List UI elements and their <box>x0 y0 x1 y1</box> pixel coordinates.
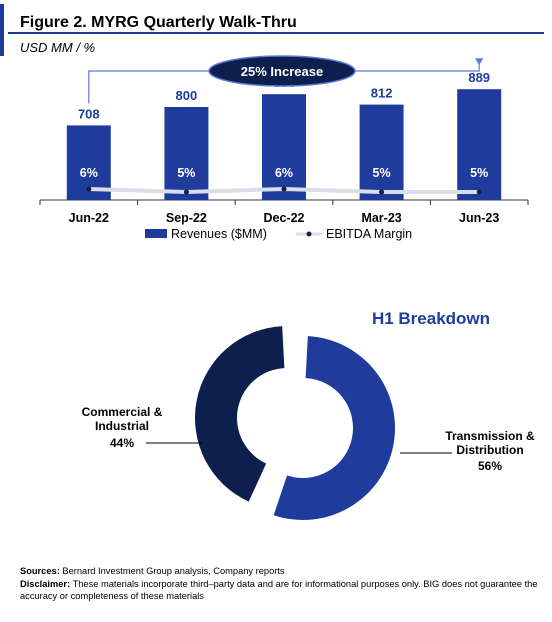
x-tick-label: Jun-23 <box>459 211 499 225</box>
sources-text: Bernard Investment Group analysis, Compa… <box>62 566 285 576</box>
figure-header: Figure 2. MYRG Quarterly Walk-Thru <box>8 8 544 38</box>
ebitda-margin-label: 5% <box>470 166 488 180</box>
increase-badge <box>208 55 356 87</box>
legend-margin-marker <box>306 231 312 237</box>
revenue-bar <box>164 107 209 200</box>
bar-value-label: 800 <box>176 88 198 103</box>
x-tick-label: Sep-22 <box>166 211 207 225</box>
transmission-label: Distribution <box>456 443 523 457</box>
transmission-percent: 56% <box>478 459 502 473</box>
figure-title: Figure 2. MYRG Quarterly Walk-Thru <box>20 14 297 31</box>
legend-margin-label: EBITDA Margin <box>326 227 412 241</box>
revenue-bar <box>359 104 404 200</box>
ebitda-margin-point <box>281 186 287 192</box>
ebitda-margin-point <box>183 189 189 195</box>
title-accent-bar <box>0 4 4 56</box>
sources-note: Sources: Bernard Investment Group analys… <box>20 565 540 577</box>
disclaimer-note: Disclaimer: These materials incorporate … <box>20 578 540 602</box>
transmission-label: Transmission & <box>445 429 535 443</box>
title-divider <box>8 32 544 34</box>
ebitda-margin-point <box>86 186 92 192</box>
x-tick-label: Jun-22 <box>69 211 109 225</box>
commercial-label: Industrial <box>95 419 149 433</box>
bar-value-label: 889 <box>468 70 490 85</box>
ebitda-margin-point <box>476 189 482 195</box>
x-tick-label: Dec-22 <box>264 211 305 225</box>
commercial-percent: 44% <box>110 436 134 450</box>
disclaimer-label: Disclaimer: <box>20 579 71 589</box>
revenue-bar-chart: 708Jun-22800Sep-22864Dec-22812Mar-23889J… <box>39 55 529 241</box>
figure-subtitle: USD MM / % <box>20 40 96 55</box>
increase-annotation: 25% Increase <box>241 64 323 79</box>
increase-arrowhead <box>475 58 484 66</box>
revenue-bar <box>262 94 306 200</box>
ebitda-margin-point <box>379 189 385 195</box>
bar-value-label: 708 <box>78 106 100 121</box>
bar-value-label: 812 <box>371 86 393 101</box>
ebitda-margin-label: 6% <box>275 166 293 180</box>
sources-label: Sources: <box>20 566 60 576</box>
ebitda-margin-label: 5% <box>373 166 391 180</box>
legend-revenue-label: Revenues ($MM) <box>171 227 267 241</box>
legend-revenue-swatch <box>145 229 167 238</box>
disclaimer-text: These materials incorporate third–party … <box>20 579 538 601</box>
ebitda-margin-label: 6% <box>80 166 98 180</box>
x-tick-label: Mar-23 <box>361 211 401 225</box>
revenue-bar <box>457 89 502 200</box>
donut-slice-commercial <box>195 326 285 502</box>
donut-title: H1 Breakdown <box>372 309 490 328</box>
commercial-label: Commercial & <box>82 405 163 419</box>
ebitda-margin-label: 5% <box>177 166 195 180</box>
donut-slice-transmission <box>273 336 395 520</box>
